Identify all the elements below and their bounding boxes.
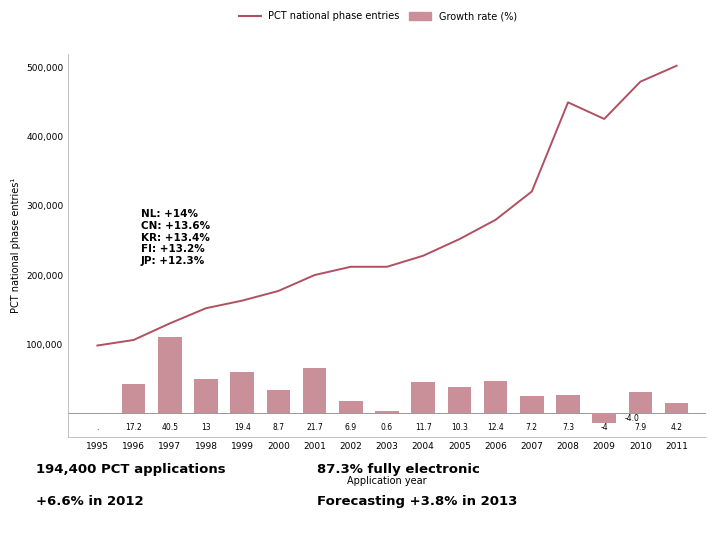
Bar: [629, 393, 652, 413]
Bar: [194, 379, 217, 413]
Text: 40.5: 40.5: [161, 422, 179, 431]
Text: 6.9: 6.9: [345, 422, 357, 431]
Bar: [303, 368, 326, 413]
Bar: [339, 401, 363, 413]
Text: 12.4: 12.4: [487, 422, 504, 431]
Text: 194,400 PCT applications: 194,400 PCT applications: [36, 462, 225, 476]
Text: 87.3% fully electronic: 87.3% fully electronic: [317, 462, 480, 476]
Bar: [122, 383, 145, 413]
Bar: [448, 387, 471, 413]
Y-axis label: PCT national phase entries¹: PCT national phase entries¹: [11, 178, 21, 313]
Bar: [266, 390, 290, 413]
Text: 13: 13: [201, 422, 211, 431]
Bar: [593, 413, 616, 423]
X-axis label: Application year: Application year: [347, 476, 427, 486]
Text: 0.6: 0.6: [381, 422, 393, 431]
Text: 10.3: 10.3: [451, 422, 468, 431]
Text: 7.2: 7.2: [526, 422, 538, 431]
Bar: [158, 338, 181, 413]
Text: 7.9: 7.9: [634, 422, 647, 431]
Text: +6.6% in 2012: +6.6% in 2012: [36, 495, 143, 508]
Text: 11.7: 11.7: [415, 422, 431, 431]
Text: 7.3: 7.3: [562, 422, 574, 431]
Text: 8.7: 8.7: [272, 422, 284, 431]
Bar: [230, 372, 254, 413]
Text: -4.0: -4.0: [624, 414, 639, 423]
Text: -4: -4: [600, 422, 608, 431]
Text: 17.2: 17.2: [125, 422, 142, 431]
Bar: [520, 396, 544, 413]
Text: 21.7: 21.7: [306, 422, 323, 431]
Bar: [484, 381, 508, 413]
Bar: [411, 382, 435, 413]
Bar: [665, 403, 688, 413]
Legend: PCT national phase entries, Growth rate (%): PCT national phase entries, Growth rate …: [235, 8, 521, 25]
Text: NL: +14%
CN: +13.6%
KR: +13.4%
FI: +13.2%
JP: +12.3%: NL: +14% CN: +13.6% KR: +13.4% FI: +13.2…: [141, 210, 210, 266]
Text: .: .: [96, 422, 99, 431]
Text: Forecasting +3.8% in 2013: Forecasting +3.8% in 2013: [317, 495, 517, 508]
Text: 4.2: 4.2: [670, 422, 683, 431]
Text: 19.4: 19.4: [234, 422, 251, 431]
Bar: [375, 411, 399, 413]
Bar: [557, 395, 580, 413]
